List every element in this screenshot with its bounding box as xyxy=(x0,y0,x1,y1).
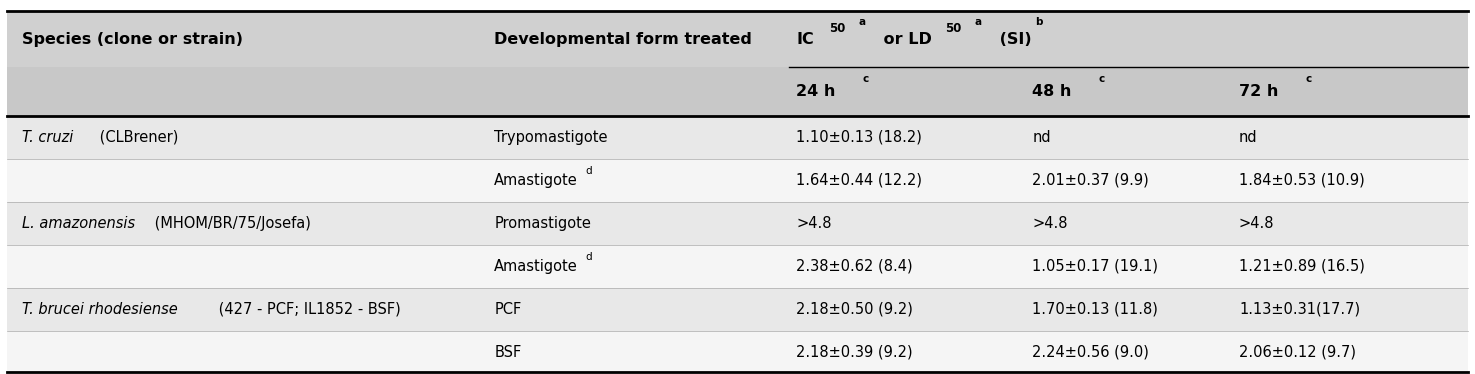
Text: c: c xyxy=(1305,74,1311,83)
Bar xyxy=(7,245,1468,288)
Text: Trypomastigote: Trypomastigote xyxy=(494,130,608,145)
Bar xyxy=(7,116,1468,159)
Text: Species (clone or strain): Species (clone or strain) xyxy=(22,32,243,47)
Text: 2.06±0.12 (9.7): 2.06±0.12 (9.7) xyxy=(1239,345,1356,360)
Text: 1.70±0.13 (11.8): 1.70±0.13 (11.8) xyxy=(1032,302,1158,317)
Text: a: a xyxy=(858,18,866,27)
Text: T. cruzi: T. cruzi xyxy=(22,130,74,145)
Text: 2.01±0.37 (9.9): 2.01±0.37 (9.9) xyxy=(1032,173,1149,188)
Text: >4.8: >4.8 xyxy=(1239,216,1274,231)
Text: c: c xyxy=(863,74,869,83)
Text: 1.21±0.89 (16.5): 1.21±0.89 (16.5) xyxy=(1239,259,1364,274)
Bar xyxy=(7,11,1468,67)
Text: 50: 50 xyxy=(945,22,962,34)
Text: 1.13±0.31(17.7): 1.13±0.31(17.7) xyxy=(1239,302,1360,317)
Text: PCF: PCF xyxy=(494,302,521,317)
Text: (427 - PCF; IL1852 - BSF): (427 - PCF; IL1852 - BSF) xyxy=(214,302,401,317)
Text: 24 h: 24 h xyxy=(796,84,836,99)
Text: 72 h: 72 h xyxy=(1239,84,1279,99)
Text: d: d xyxy=(586,252,591,262)
Bar xyxy=(7,331,1468,374)
Text: Amastigote: Amastigote xyxy=(494,259,578,274)
Text: 2.18±0.50 (9.2): 2.18±0.50 (9.2) xyxy=(796,302,913,317)
Text: (MHOM/BR/75/Josefa): (MHOM/BR/75/Josefa) xyxy=(150,216,311,231)
Text: Developmental form treated: Developmental form treated xyxy=(494,32,752,47)
Text: 1.64±0.44 (12.2): 1.64±0.44 (12.2) xyxy=(796,173,922,188)
Text: 50: 50 xyxy=(829,22,845,34)
Text: 1.05±0.17 (19.1): 1.05±0.17 (19.1) xyxy=(1032,259,1158,274)
Bar xyxy=(7,159,1468,202)
Bar xyxy=(7,202,1468,245)
Text: T. brucei rhodesiense: T. brucei rhodesiense xyxy=(22,302,178,317)
Bar xyxy=(7,288,1468,331)
Bar xyxy=(7,67,1468,116)
Text: 48 h: 48 h xyxy=(1032,84,1072,99)
Text: 2.38±0.62 (8.4): 2.38±0.62 (8.4) xyxy=(796,259,913,274)
Text: 1.84±0.53 (10.9): 1.84±0.53 (10.9) xyxy=(1239,173,1364,188)
Text: L. amazonensis: L. amazonensis xyxy=(22,216,136,231)
Text: Amastigote: Amastigote xyxy=(494,173,578,188)
Text: (SI): (SI) xyxy=(994,32,1032,47)
Text: d: d xyxy=(586,166,591,176)
Text: BSF: BSF xyxy=(494,345,521,360)
Text: b: b xyxy=(1035,18,1043,27)
Text: IC: IC xyxy=(796,32,814,47)
Text: 2.24±0.56 (9.0): 2.24±0.56 (9.0) xyxy=(1032,345,1149,360)
Text: 2.18±0.39 (9.2): 2.18±0.39 (9.2) xyxy=(796,345,913,360)
Text: nd: nd xyxy=(1032,130,1052,145)
Text: Promastigote: Promastigote xyxy=(494,216,591,231)
Text: c: c xyxy=(1099,74,1105,83)
Text: >4.8: >4.8 xyxy=(1032,216,1068,231)
Text: nd: nd xyxy=(1239,130,1258,145)
Text: >4.8: >4.8 xyxy=(796,216,832,231)
Text: (CLBrener): (CLBrener) xyxy=(96,130,178,145)
Text: or LD: or LD xyxy=(878,32,932,47)
Text: a: a xyxy=(975,18,982,27)
Text: 1.10±0.13 (18.2): 1.10±0.13 (18.2) xyxy=(796,130,922,145)
